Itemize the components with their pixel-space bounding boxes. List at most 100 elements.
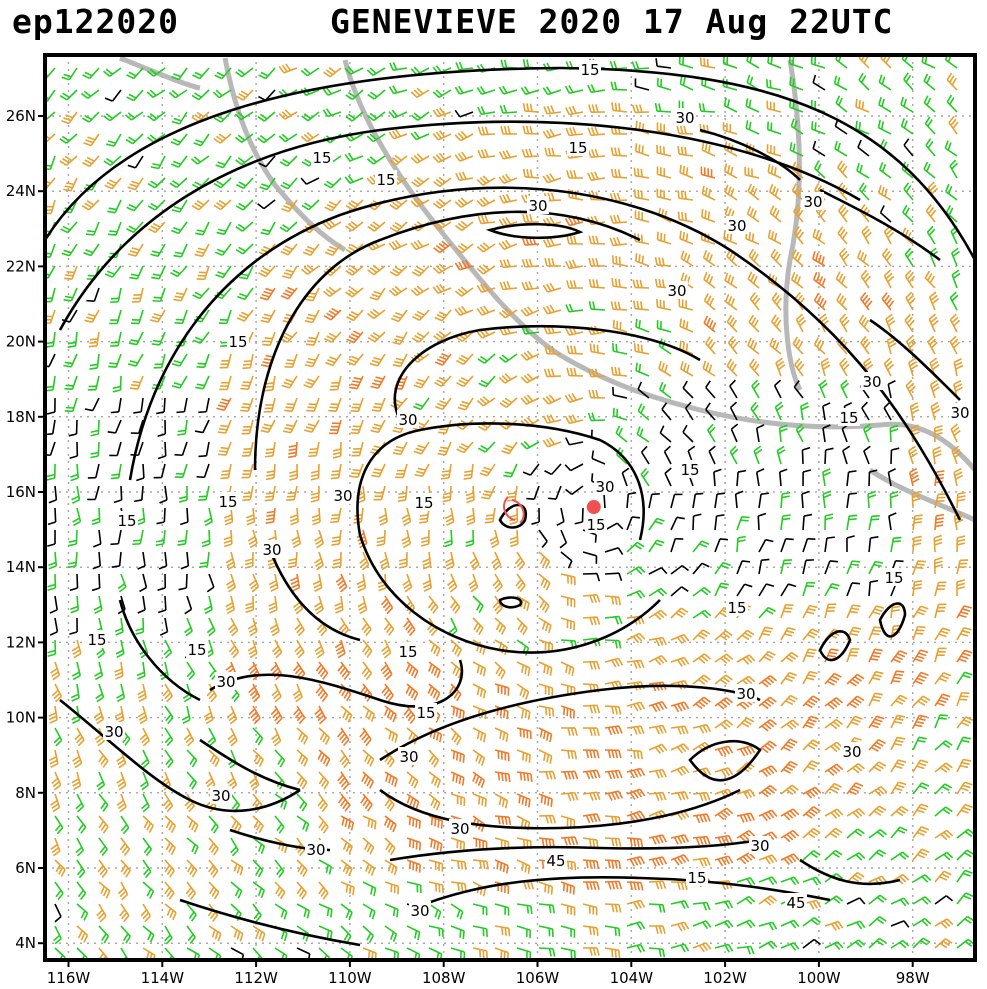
wind-barb	[235, 67, 254, 78]
lat-tick-label: 26N	[6, 107, 36, 125]
wind-barb	[328, 397, 342, 412]
wind-barb	[836, 292, 848, 311]
wind-barb	[654, 278, 672, 289]
wind-barb	[392, 331, 408, 345]
wind-barb	[388, 285, 408, 297]
wind-barb	[677, 190, 694, 201]
wind-barb	[64, 265, 78, 280]
wind-barb	[410, 196, 430, 208]
wind-barb	[656, 298, 672, 311]
wind-barb	[498, 373, 518, 384]
wind-barb	[264, 375, 276, 392]
wind-barb	[520, 350, 540, 361]
wind-barb	[346, 353, 364, 366]
wind-barb	[236, 177, 254, 190]
wind-barb	[766, 144, 782, 157]
wind-barb	[747, 271, 760, 289]
wind-barb	[67, 331, 78, 348]
wind-barb	[566, 367, 584, 377]
wind-barb	[171, 353, 188, 367]
wind-barb	[903, 138, 914, 157]
wind-barb	[904, 247, 914, 267]
contour-label: 30	[399, 748, 418, 766]
wind-barb	[678, 298, 694, 311]
wind-barb	[432, 283, 452, 295]
wind-barb	[258, 67, 276, 80]
wind-barb	[701, 209, 716, 223]
wind-barb	[820, 357, 831, 377]
wind-barb	[635, 253, 650, 267]
lat-tick-label: 12N	[6, 633, 36, 651]
wind-barb	[214, 67, 232, 80]
wind-barb	[878, 185, 892, 201]
wind-barb	[350, 397, 364, 413]
wind-barb	[521, 258, 540, 268]
wind-barb	[168, 89, 188, 99]
wind-barb	[795, 313, 807, 333]
wind-barb	[632, 279, 650, 289]
wind-barb	[925, 204, 937, 223]
wind-barb	[235, 243, 254, 255]
wind-barb	[498, 193, 518, 204]
wind-barb	[727, 336, 739, 355]
wind-barb	[366, 155, 386, 165]
wind-barb	[196, 265, 210, 281]
wind-barb	[813, 271, 826, 289]
wind-barb	[520, 306, 540, 317]
wind-barb	[322, 108, 342, 118]
wind-barb	[723, 163, 738, 179]
wind-barb	[410, 111, 430, 121]
wind-barb	[703, 271, 716, 289]
contour-label: 15	[727, 599, 746, 617]
wind-barb	[324, 243, 342, 256]
contour-label: 30	[950, 404, 969, 422]
storm-id-title: ep122020	[12, 2, 179, 41]
wind-barb	[476, 264, 496, 275]
wind-barb	[257, 133, 276, 144]
wind-barb	[153, 353, 166, 369]
wind-barb	[176, 397, 188, 414]
wind-barb	[46, 397, 56, 415]
wind-barb	[304, 309, 320, 324]
wind-barb	[218, 309, 232, 325]
wind-barb	[412, 309, 430, 322]
wind-barb	[878, 161, 892, 179]
contour-label: 15	[680, 461, 699, 479]
wind-barb	[411, 265, 430, 277]
wind-barb	[612, 319, 628, 333]
wind-barb	[59, 155, 78, 166]
contour-label: 15	[218, 493, 237, 511]
wind-barb	[171, 67, 188, 81]
wind-barb	[170, 265, 188, 278]
wind-barb	[498, 173, 518, 185]
wind-barb	[588, 235, 606, 245]
wind-barb	[191, 111, 210, 123]
storm-name-date-title: GENEVIEVE 2020 17 Aug 22UTC	[330, 2, 894, 41]
wind-barb	[498, 149, 518, 160]
wind-barb	[306, 397, 320, 412]
wind-barb	[566, 345, 584, 355]
wind-barb	[883, 357, 895, 377]
wind-barb	[656, 320, 672, 333]
wind-barb	[367, 331, 386, 343]
wind-barb	[388, 85, 408, 95]
wind-barb	[699, 57, 716, 69]
wind-barb	[702, 360, 716, 377]
wind-barb	[951, 269, 961, 289]
wind-barb	[749, 358, 760, 377]
wind-barb	[196, 353, 210, 369]
wind-barb	[151, 265, 166, 280]
wind-barb	[633, 189, 650, 201]
wind-barb	[726, 314, 738, 333]
wind-barb	[744, 166, 760, 179]
wind-barb	[346, 309, 364, 322]
wind-barb	[789, 76, 804, 91]
wind-barb	[391, 309, 408, 323]
wind-barb	[432, 107, 452, 118]
wind-barb	[234, 133, 254, 143]
wind-barb	[345, 111, 364, 122]
wind-barb	[949, 335, 961, 355]
contour-label: 15	[312, 149, 331, 167]
wind-barb	[881, 292, 895, 311]
wind-barb	[745, 120, 760, 135]
